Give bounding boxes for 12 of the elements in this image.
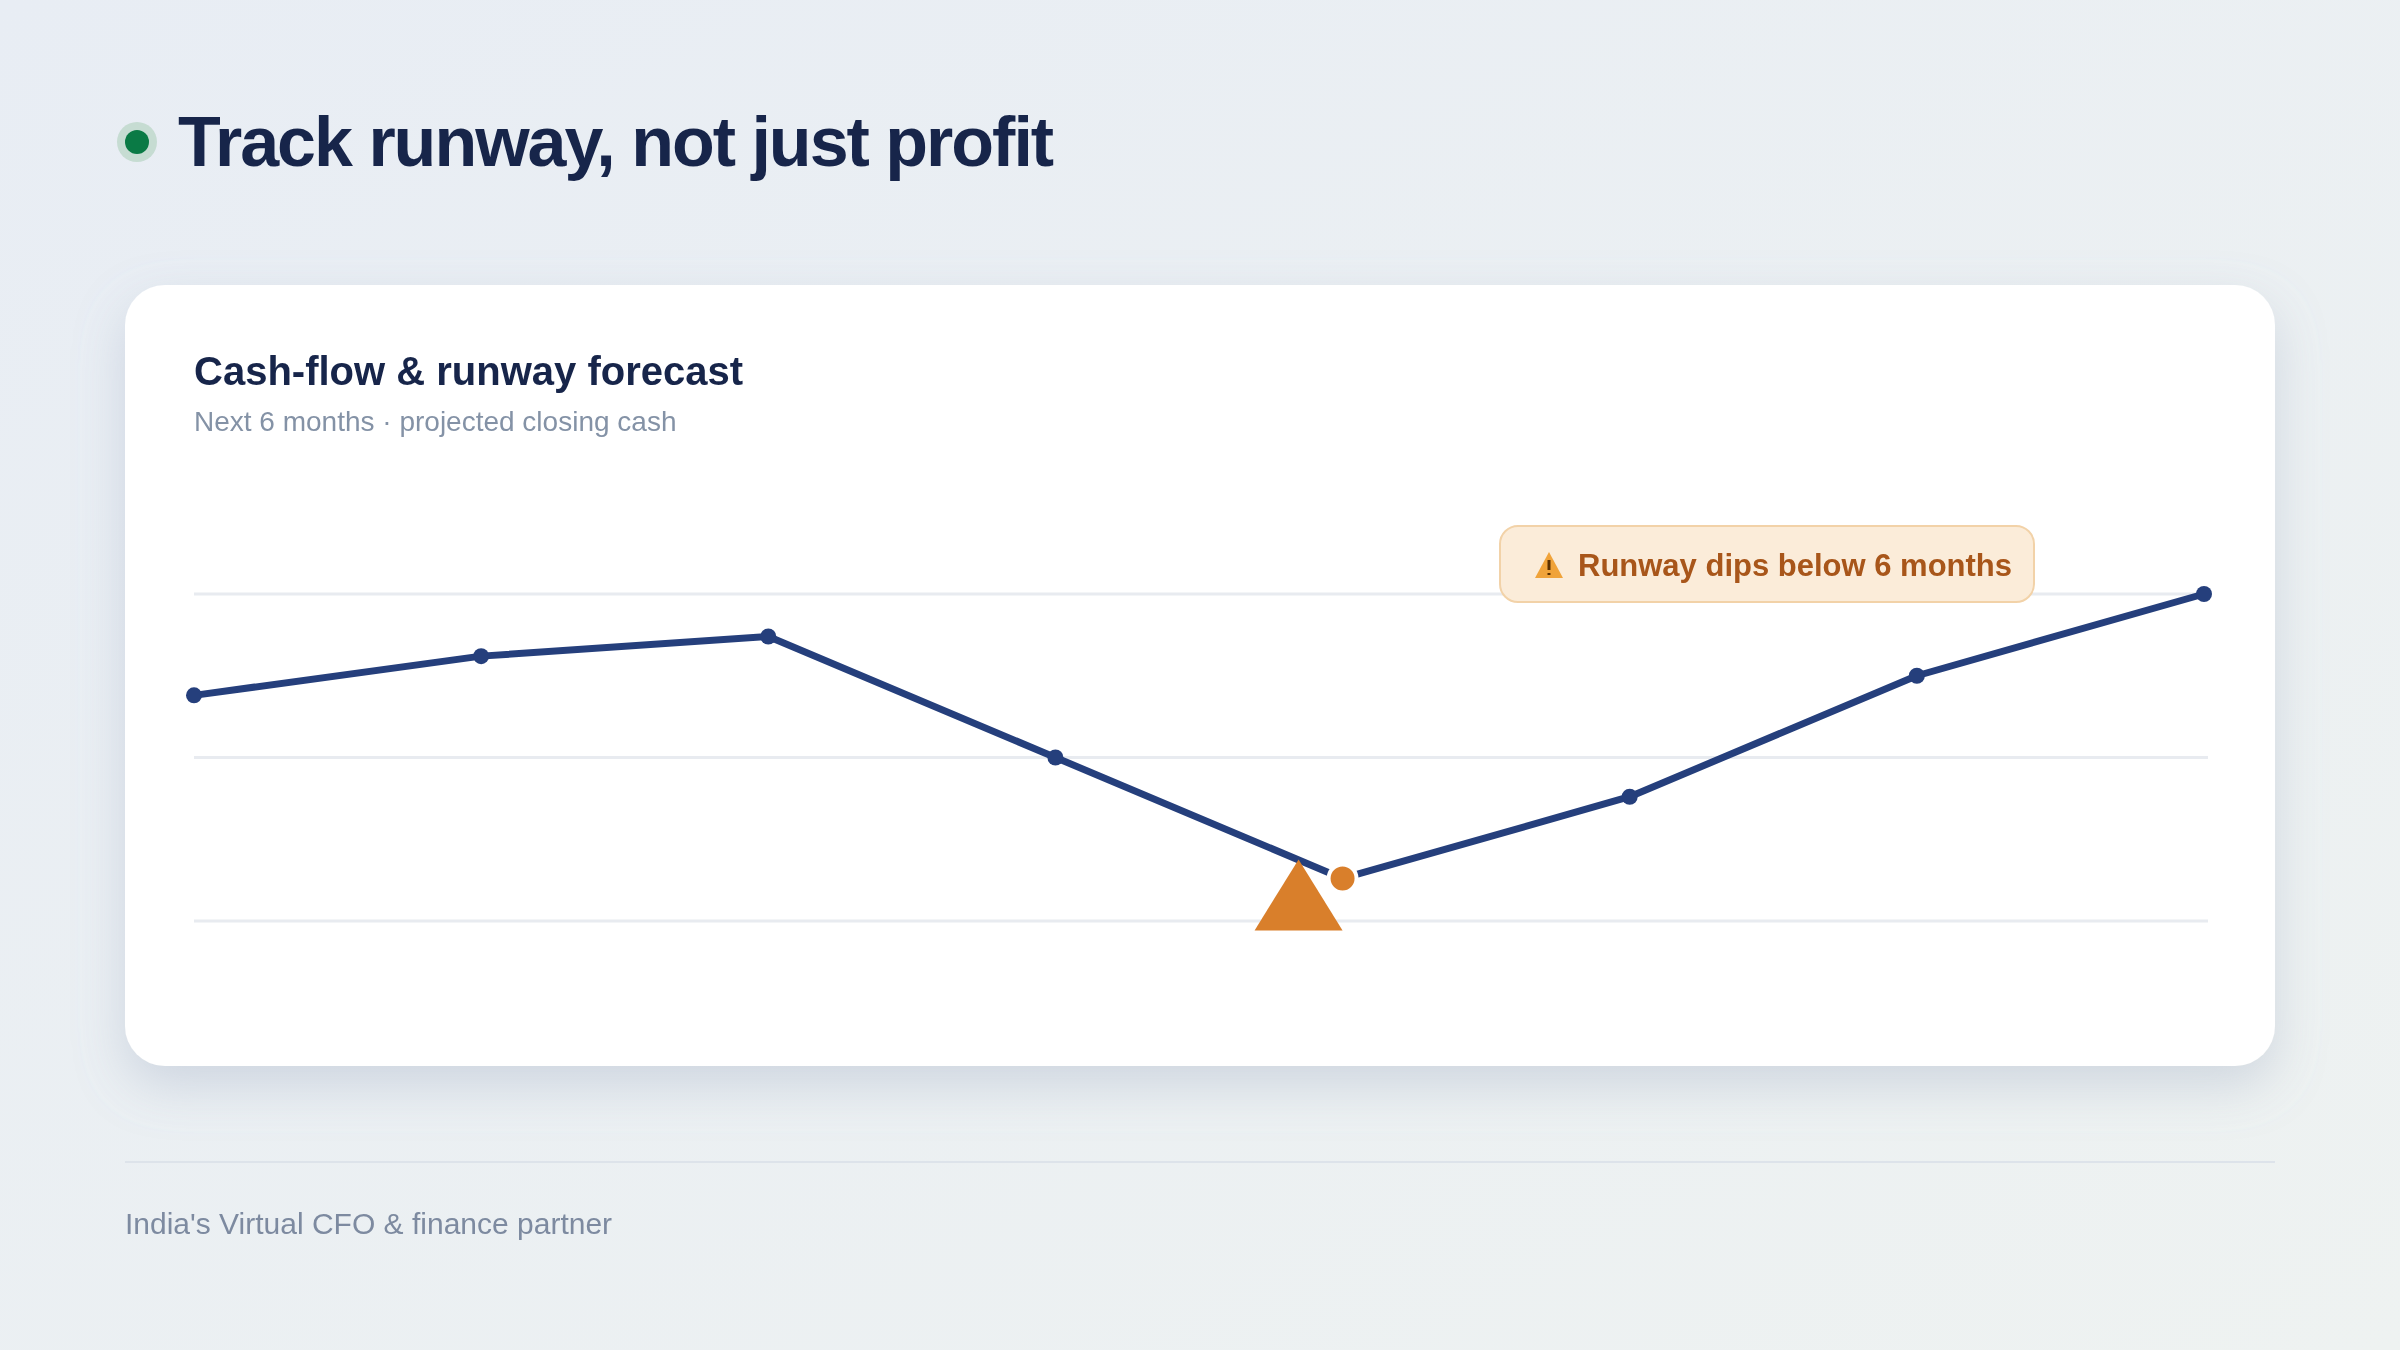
chart-subtitle: Cash-flow & runway forecast <box>194 349 744 393</box>
point <box>2196 586 2212 602</box>
chart-title: Track runway, not just profit <box>178 103 1054 181</box>
point <box>1908 667 1925 684</box>
point <box>186 687 202 704</box>
text: Next 6 months · projected closing cash <box>194 406 677 437</box>
point <box>1621 788 1638 805</box>
text: India's Virtual CFO & finance partner <box>125 1207 613 1240</box>
point <box>473 648 490 665</box>
point <box>1047 749 1064 766</box>
text: Runway dips below 6 months <box>1578 548 2013 583</box>
point <box>760 628 777 645</box>
